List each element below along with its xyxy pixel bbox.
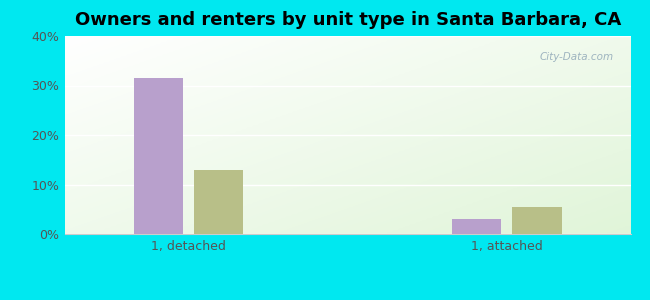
- Bar: [134, 78, 183, 234]
- Bar: [452, 219, 502, 234]
- Bar: [194, 170, 244, 234]
- Title: Owners and renters by unit type in Santa Barbara, CA: Owners and renters by unit type in Santa…: [75, 11, 621, 29]
- Bar: [512, 207, 562, 234]
- Text: City-Data.com: City-Data.com: [540, 52, 614, 62]
